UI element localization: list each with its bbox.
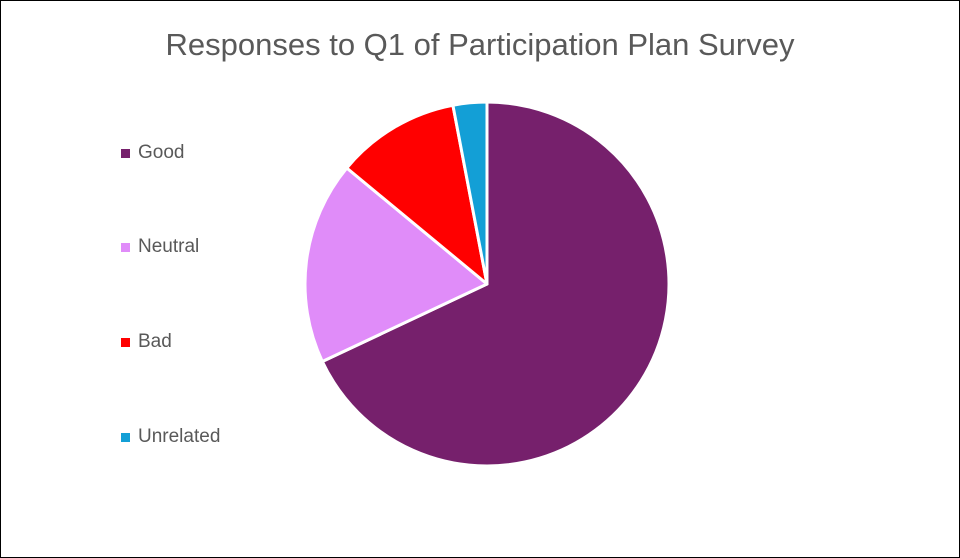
legend-swatch-unrelated [121,432,130,442]
legend-label-good: Good [138,142,185,163]
pie-slice-bad [345,103,489,286]
legend-item-bad: Bad [121,330,172,354]
legend-item-unrelated: Unrelated [121,425,220,449]
legend-label-bad: Bad [138,331,172,352]
pie-slice-neutral [303,166,489,363]
chart-title: Responses to Q1 of Participation Plan Su… [165,27,795,62]
legend-swatch-bad [121,337,130,347]
legend-item-good: Good [121,141,184,165]
legend: Good Neutral Bad Unrelated [121,1,321,557]
legend-item-neutral: Neutral [121,235,199,259]
legend-label-neutral: Neutral [138,236,200,257]
pie-slice-unrelated [451,100,489,286]
legend-label-unrelated: Unrelated [138,426,221,447]
pie-slice-good [320,100,671,468]
legend-swatch-neutral [121,242,130,252]
legend-swatch-good [121,148,130,158]
